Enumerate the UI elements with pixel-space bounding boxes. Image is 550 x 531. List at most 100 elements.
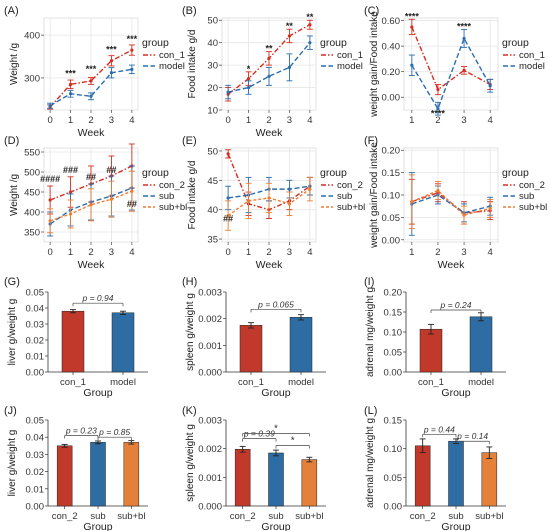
panel-label: (G) bbox=[4, 276, 20, 288]
legend-entry: sub bbox=[519, 191, 534, 202]
y-axis-title: adrenal mg/weight g bbox=[365, 287, 376, 377]
x-tick-label: 3 bbox=[109, 247, 114, 258]
x-axis-title: Group bbox=[261, 521, 290, 531]
series-line-con_1 bbox=[411, 26, 491, 91]
data-point bbox=[410, 63, 414, 67]
bar-sub+bl bbox=[123, 442, 140, 507]
y-tick-label: 550 bbox=[24, 148, 40, 159]
x-tick-label: 0 bbox=[47, 247, 52, 258]
x-tick-label: 2 bbox=[435, 115, 440, 126]
x-axis-title: Week bbox=[256, 259, 283, 271]
y-tick-label: 400 bbox=[24, 31, 40, 42]
significance-label: * bbox=[247, 64, 251, 74]
bar-con_1 bbox=[61, 310, 85, 373]
plot-area bbox=[403, 17, 499, 111]
bar-sub+bl bbox=[481, 452, 498, 507]
y-tick-label: 0.03 bbox=[26, 320, 45, 331]
data-point bbox=[226, 90, 230, 94]
y-tick-label: 0.15 bbox=[382, 168, 401, 179]
x-tick-label: con_2 bbox=[410, 511, 436, 522]
x-tick-label: sub bbox=[268, 511, 283, 522]
x-axis-title: Group bbox=[261, 387, 290, 399]
y-tick-label: 0.05 bbox=[26, 288, 45, 299]
y-axis-title: spleen g/weight g bbox=[185, 424, 196, 502]
data-point bbox=[267, 196, 271, 200]
data-point bbox=[226, 152, 230, 156]
legend-entry: con_1 bbox=[159, 50, 185, 61]
series-line-model bbox=[49, 68, 132, 107]
x-tick-label: 1 bbox=[409, 247, 414, 258]
y-axis-title: Food intake g/d bbox=[187, 30, 198, 99]
legend-entry: con_1 bbox=[519, 50, 545, 61]
panel-f: (F) 0.00 0.05 0.10 0.15 0.20 1 2 3 4 Week weight ga… bbox=[364, 135, 547, 271]
data-point bbox=[287, 34, 292, 38]
bar-con_2 bbox=[414, 445, 431, 507]
panel-label: (A) bbox=[4, 5, 19, 17]
legend-entry: sub+bl bbox=[159, 202, 187, 213]
x-axis-title: Week bbox=[78, 259, 105, 271]
x-tick-label: con_1 bbox=[238, 377, 264, 388]
significance-label: ### bbox=[63, 165, 78, 175]
y-axis-title: spleen g/weight g bbox=[185, 293, 196, 371]
x-axis-title: Group bbox=[83, 521, 112, 531]
x-tick-label: 4 bbox=[307, 247, 312, 258]
y-axis-title: liver g/weight g bbox=[7, 430, 18, 497]
y-tick-label: 0.001 bbox=[198, 473, 222, 484]
panel-k: (K) 0.000 0.001 0.002 0.003 con_2 sub sub+bl Gro… bbox=[182, 405, 326, 531]
legend-entry: sub bbox=[337, 191, 352, 202]
x-tick-label: con_2 bbox=[230, 511, 256, 522]
x-tick-label: 3 bbox=[287, 115, 292, 126]
legend-entry: sub bbox=[159, 191, 174, 202]
series-line-con_1 bbox=[49, 49, 133, 108]
legend-entry: model bbox=[337, 61, 363, 72]
x-tick-label: model bbox=[468, 377, 494, 388]
data-point bbox=[410, 200, 414, 204]
y-axis-title: Weight /g bbox=[9, 43, 20, 85]
x-axis-title: Week bbox=[256, 127, 283, 139]
y-tick-label: 0.05 bbox=[26, 416, 45, 427]
panel-label: (H) bbox=[182, 276, 197, 288]
data-point bbox=[89, 203, 93, 207]
data-point bbox=[246, 85, 251, 90]
series-line-model bbox=[227, 42, 311, 93]
significance-label: *** bbox=[86, 64, 97, 74]
y-tick-label: 0.00 bbox=[384, 368, 403, 379]
x-tick-label: 0 bbox=[47, 115, 52, 126]
x-tick-label: model bbox=[288, 377, 314, 388]
data-point bbox=[68, 92, 73, 96]
significance-label: ## bbox=[223, 213, 233, 223]
data-point bbox=[287, 187, 292, 191]
significance-label: ## bbox=[86, 172, 96, 182]
data-point bbox=[308, 23, 312, 27]
bar-con_2 bbox=[234, 448, 251, 507]
y-axis-title: weight gain/Food intake bbox=[369, 142, 380, 249]
x-tick-label: 2 bbox=[435, 247, 440, 258]
p-value-label: p = 0.23 bbox=[65, 425, 97, 435]
y-tick-label: 500 bbox=[24, 168, 40, 179]
y-tick-label: 0.003 bbox=[198, 288, 222, 299]
significance-label: #### bbox=[40, 174, 60, 184]
y-tick-label: 0.40 bbox=[382, 42, 401, 53]
y-tick-label: 0.00 bbox=[382, 235, 401, 246]
panel-label: (K) bbox=[182, 405, 197, 417]
x-tick-label: 4 bbox=[307, 115, 312, 126]
p-value-label: p = 0.065 bbox=[257, 299, 294, 309]
x-tick-label: 1 bbox=[68, 247, 73, 258]
legend-title: group bbox=[320, 167, 347, 179]
data-point bbox=[308, 41, 312, 45]
data-point bbox=[436, 87, 440, 92]
legend-entry: con_2 bbox=[337, 180, 363, 191]
panel-l: (L) 0.00 0.05 0.10 0.15 con_2 sub sub+bl Group ad… bbox=[364, 405, 506, 531]
x-tick-label: 0 bbox=[225, 247, 230, 258]
legend-entry: model bbox=[159, 61, 185, 72]
x-tick-label: 1 bbox=[409, 115, 414, 126]
panel-j: (J) 0.00 0.01 0.02 0.03 0.04 0.05 con_2 sub sub+b… bbox=[4, 405, 148, 531]
x-tick-label: 4 bbox=[488, 115, 493, 126]
significance-label: ** bbox=[286, 21, 294, 31]
x-tick-label: sub bbox=[448, 511, 463, 522]
x-tick-label: 3 bbox=[109, 115, 114, 126]
x-tick-label: 4 bbox=[129, 247, 134, 258]
panel-label: (F) bbox=[364, 135, 378, 147]
